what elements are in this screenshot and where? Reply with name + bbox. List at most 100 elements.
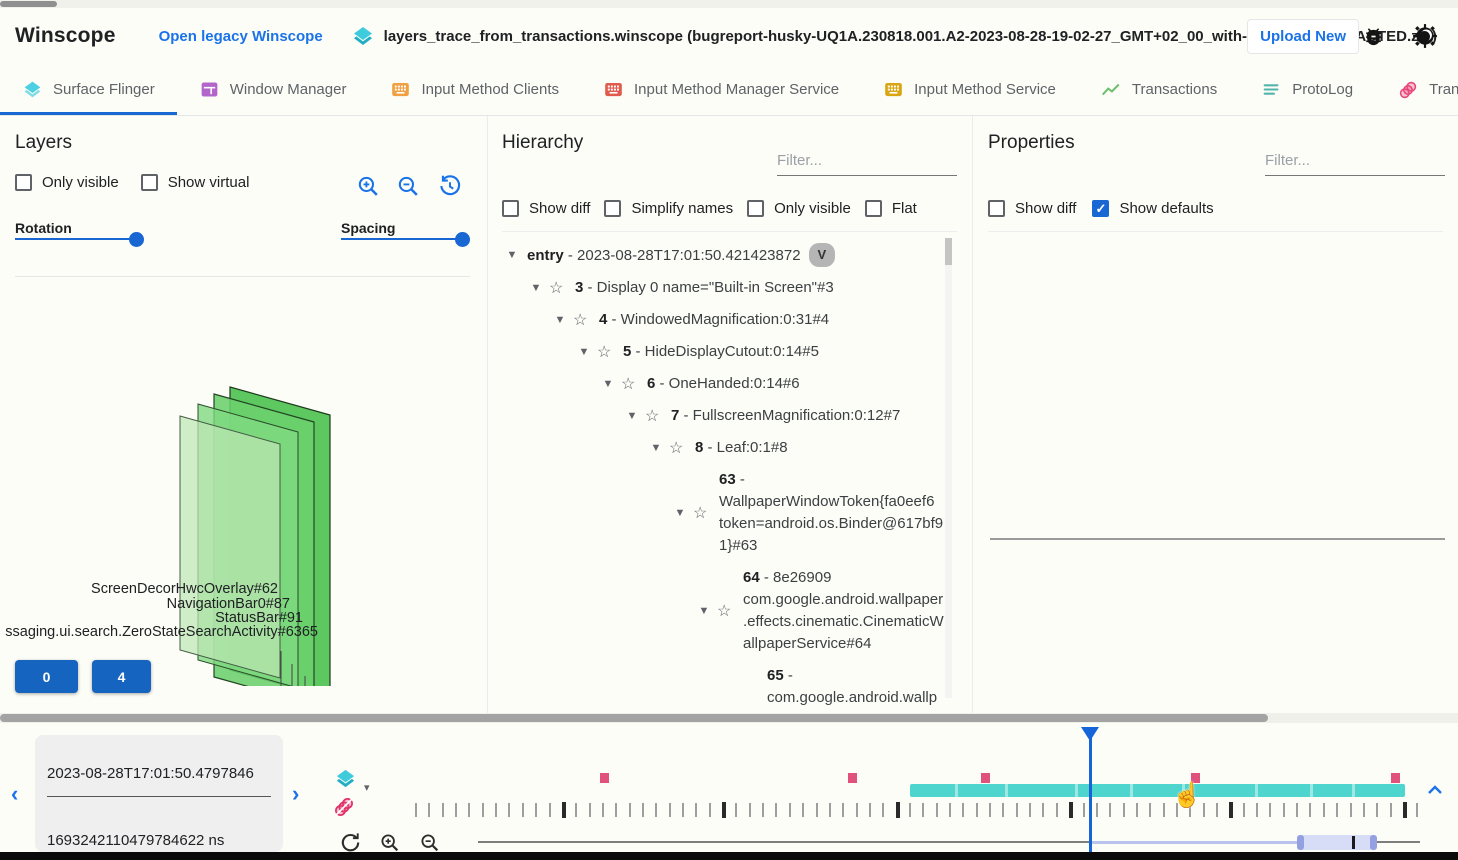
scrollbar-thumb[interactable] (0, 1, 57, 7)
tree-node-5[interactable]: ▼ ☆ 5 - HideDisplayCutout:0:14#5 (487, 336, 945, 368)
checkbox-only-visible[interactable]: Only visible (747, 200, 851, 217)
mouse-hand-cursor: ☝ (1172, 782, 1202, 809)
star-icon[interactable]: ☆ (717, 603, 732, 620)
star-icon[interactable]: ☆ (573, 312, 588, 329)
tree-node-3[interactable]: ▼ ☆ 3 - Display 0 name="Built-in Screen"#3 (487, 272, 945, 304)
tab-input-method-clients[interactable]: Input Method Clients (368, 64, 581, 115)
tree-node-4[interactable]: ▼ ☆ 4 - WindowedMagnification:0:31#4 (487, 304, 945, 336)
next-entry-button[interactable]: › (292, 781, 300, 806)
checkbox-box[interactable] (988, 200, 1005, 217)
expand-caret-icon[interactable]: ▼ (530, 282, 542, 294)
expand-caret-icon[interactable]: ▼ (554, 314, 566, 326)
ruler-tick (748, 803, 751, 817)
page-horizontal-scrollbar[interactable] (0, 0, 1458, 8)
band-gap (1005, 784, 1008, 797)
checkbox-box[interactable] (604, 200, 622, 217)
star-icon[interactable]: ☆ (597, 344, 612, 361)
human-timestamp-input[interactable]: 2023-08-28T17:01:50.4797846 (47, 765, 254, 782)
dark-mode-toggle-icon[interactable] (1412, 23, 1438, 49)
checkbox-box[interactable] (864, 200, 882, 217)
zoom-in-icon[interactable] (356, 174, 381, 199)
tab-transactions[interactable]: Transactions (1078, 64, 1239, 115)
spacing-slider-thumb[interactable] (455, 232, 470, 247)
range-slider-handle[interactable] (1300, 835, 1374, 850)
rotation-slider-thumb[interactable] (129, 232, 144, 247)
refresh-icon[interactable] (339, 831, 362, 854)
expand-caret-icon[interactable]: ▼ (602, 378, 614, 390)
expand-caret-icon[interactable]: ▼ (698, 605, 710, 617)
checkbox-simplify-names[interactable]: Simplify names (604, 200, 733, 217)
star-icon[interactable]: ☆ (621, 376, 636, 393)
tab-window-manager[interactable]: Window Manager (177, 64, 369, 115)
ruler-tick (1349, 803, 1352, 817)
transition-marker[interactable] (981, 773, 990, 783)
upload-new-button[interactable]: Upload New (1247, 18, 1359, 54)
star-icon[interactable]: ☆ (549, 280, 564, 297)
checkbox-show-diff[interactable]: Show diff (502, 200, 590, 217)
transition-marker[interactable] (1391, 773, 1400, 783)
checkbox-box[interactable] (140, 174, 158, 191)
hierarchy-scrollbar[interactable] (945, 238, 952, 698)
checkbox-show-virtual[interactable]: Show virtual (140, 174, 249, 191)
checkbox-box[interactable] (747, 200, 765, 217)
star-icon[interactable]: ☆ (645, 408, 660, 425)
checkbox-box[interactable] (502, 200, 519, 217)
rotation-slider[interactable] (15, 232, 144, 247)
ruler-tick (1109, 803, 1112, 817)
tab-protolog[interactable]: ProtoLog (1239, 64, 1375, 115)
timeline-horizontal-scrollbar[interactable] (0, 713, 1458, 723)
timeline-cursor[interactable] (1089, 727, 1092, 852)
transitions-disabled-icon[interactable] (332, 795, 356, 819)
transition-marker[interactable] (600, 773, 609, 783)
expand-caret-icon[interactable]: ▼ (578, 346, 590, 358)
ns-timestamp-input[interactable]: 1693242110479784622 ns (47, 832, 225, 849)
zoom-in-icon[interactable] (379, 832, 401, 854)
ruler-tick (441, 803, 444, 817)
expand-caret-icon[interactable]: ▼ (650, 442, 662, 454)
checkbox-box[interactable] (15, 174, 32, 191)
hierarchy-filter-input[interactable]: Filter... (777, 152, 957, 176)
scrollbar-thumb[interactable] (0, 714, 1268, 722)
tree-node-entry[interactable]: ▼ entry - 2023-08-28T17:01:50.421423872 V (487, 238, 945, 272)
layer-flag-button-4[interactable]: 4 (92, 660, 151, 693)
expand-caret-icon[interactable]: ▼ (674, 507, 686, 519)
expand-caret-icon[interactable]: ▼ (506, 249, 518, 261)
tab-input-method-manager-service[interactable]: Input Method Manager Service (581, 64, 861, 115)
open-legacy-winscope-link[interactable]: Open legacy Winscope (158, 27, 323, 45)
reset-view-icon[interactable] (437, 173, 463, 199)
panel-divider (972, 116, 973, 713)
tree-node-65[interactable]: ▼☆65 - com.google.android.wallpaper.effe… (487, 660, 945, 708)
spacing-slider[interactable] (341, 232, 470, 247)
layer-flag-button-0[interactable]: 0 (15, 660, 78, 693)
timeline-cursor-head[interactable] (1081, 727, 1099, 741)
tab-transitions[interactable]: Transitions (1375, 64, 1458, 115)
tree-node-8[interactable]: ▼ ☆ 8 - Leaf:0:1#8 (487, 432, 945, 464)
star-icon[interactable]: ☆ (669, 440, 684, 457)
zoom-out-icon[interactable] (396, 174, 421, 199)
collapse-timeline-icon[interactable] (1426, 783, 1444, 797)
star-icon[interactable]: ☆ (693, 505, 708, 522)
expand-caret-icon[interactable]: ▼ (626, 410, 638, 422)
tab-surface-flinger[interactable]: Surface Flinger (0, 64, 177, 115)
chevron-down-icon[interactable]: ▾ (364, 782, 370, 794)
zoom-out-icon[interactable] (419, 832, 441, 854)
bug-report-icon[interactable] (1361, 24, 1386, 49)
checkbox-show-diff[interactable]: Show diff (988, 200, 1076, 217)
transition-marker[interactable] (848, 773, 857, 783)
checkbox-show-defaults[interactable]: ✓ Show defaults (1092, 200, 1214, 217)
tree-node-64[interactable]: ▼ ☆ 64 - 8e26909 com.google.android.wallpa… (487, 562, 945, 660)
checkbox-only-visible[interactable]: Only visible (15, 174, 119, 191)
layers-3d-canvas[interactable] (0, 266, 487, 686)
tree-node-63[interactable]: ▼ ☆ 63 - WallpaperWindowToken{fa0eef6 toke… (487, 464, 945, 562)
properties-filter-input[interactable]: Filter... (1265, 152, 1445, 176)
tree-node-7[interactable]: ▼ ☆ 7 - FullscreenMagnification:0:12#7 (487, 400, 945, 432)
transition-marker[interactable] (1191, 773, 1200, 783)
layers-icon[interactable] (334, 767, 357, 790)
checkbox-box[interactable]: ✓ (1092, 200, 1110, 217)
rotation-label: Rotation (15, 220, 72, 236)
tree-node-6[interactable]: ▼ ☆ 6 - OneHanded:0:14#6 (487, 368, 945, 400)
checkbox-flat[interactable]: Flat (864, 200, 917, 217)
previous-entry-button[interactable]: ‹ (11, 781, 19, 806)
tab-input-method-service[interactable]: Input Method Service (861, 64, 1078, 115)
trace-coverage-band[interactable] (910, 784, 1405, 797)
